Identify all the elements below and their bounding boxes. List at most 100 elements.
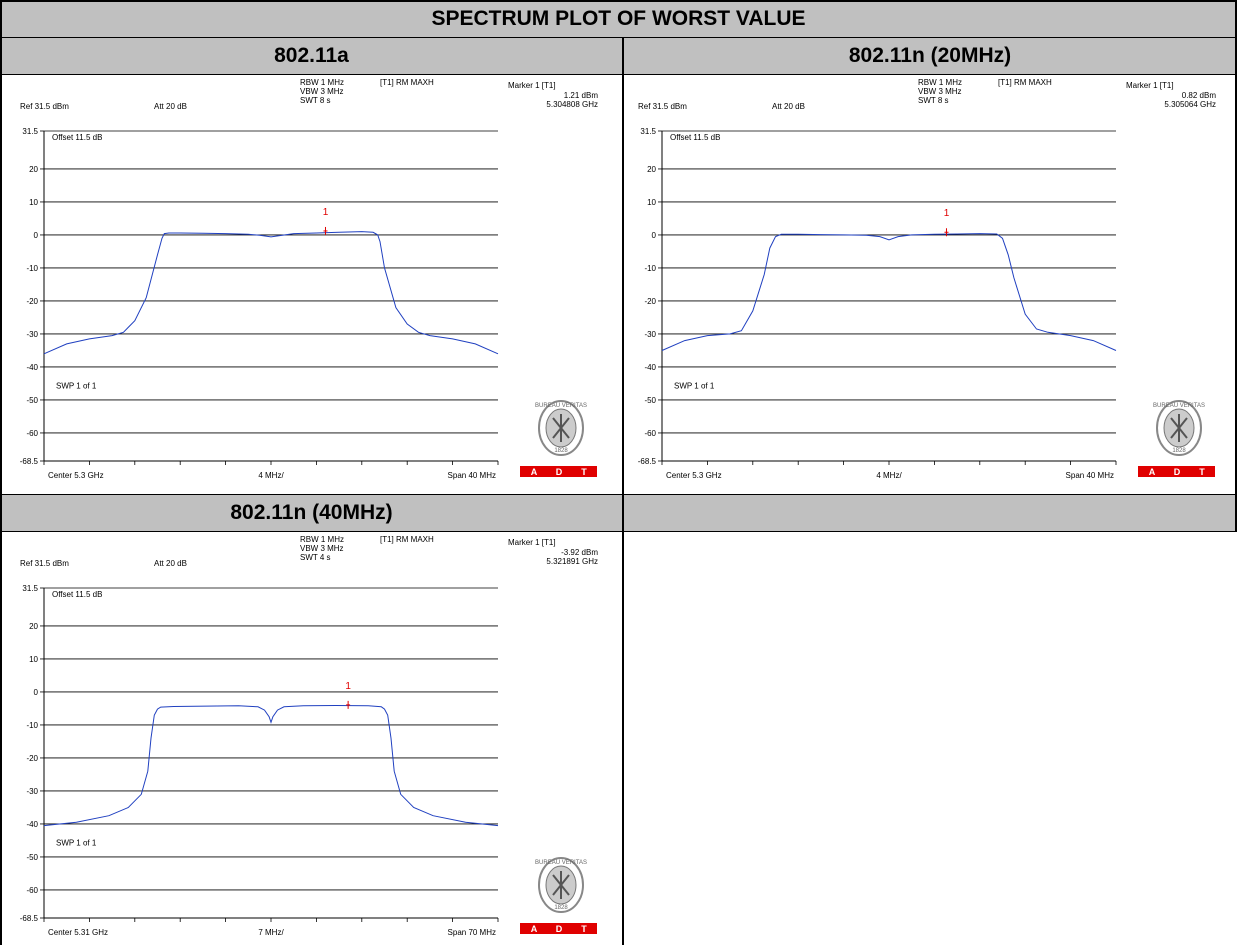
marker-id: 1: [944, 208, 950, 219]
adt-badge-bg: [1138, 466, 1215, 477]
logo-figure-icon: [552, 871, 570, 899]
sweep-count: SWP 1 of 1: [56, 838, 97, 847]
logo-ring-text: BUREAU VERITAS: [1153, 403, 1205, 409]
center-frequency: Center 5.3 GHz: [48, 471, 104, 480]
marker-label: Marker 1 [T1]: [508, 538, 556, 547]
empty-header-cell: [623, 495, 1237, 531]
marker-id: 1: [323, 207, 329, 218]
vbw-setting: VBW 3 MHz: [918, 87, 962, 96]
y-tick-label: -20: [644, 297, 656, 306]
chart-title-802-11n-40mhz: 802.11n (40MHz): [0, 495, 623, 531]
rbw-setting: RBW 1 MHz: [918, 78, 962, 87]
attenuation-setting: Att 20 dB: [772, 102, 805, 111]
y-tick-label: -60: [26, 886, 38, 895]
marker-frequency: 5.305064 GHz: [1164, 100, 1216, 109]
y-tick-label: -68.5: [20, 457, 39, 466]
y-tick-label: -30: [644, 330, 656, 339]
plot-cell-802-11a: 31.5 20 10 0 -10 -20 -30 -40 -50 -60 -68.5 RBW 1 MH…: [8, 76, 620, 488]
y-tick-label: -20: [26, 754, 38, 763]
frequency-division: 4 MHz/: [258, 471, 284, 480]
center-frequency: Center 5.3 GHz: [666, 471, 722, 480]
adt-badge-letter: T: [581, 467, 587, 477]
y-tick-label: -10: [26, 264, 38, 273]
adt-badge-letter: T: [581, 924, 587, 934]
y-tick-label: -60: [644, 429, 656, 438]
page-title: SPECTRUM PLOT OF WORST VALUE: [0, 0, 1237, 38]
trace-mode-setting: [T1] RM MAXH: [998, 78, 1052, 87]
span-setting: Span 70 MHz: [448, 928, 496, 937]
span-setting: Span 40 MHz: [1066, 471, 1114, 480]
reference-level: Ref 31.5 dBm: [20, 559, 69, 568]
marker-frequency: 5.321891 GHz: [546, 557, 598, 566]
y-tick-label: -40: [644, 363, 656, 372]
table-border-right: [1235, 0, 1237, 532]
y-tick-label: 20: [29, 165, 38, 174]
sweep-count: SWP 1 of 1: [674, 381, 715, 390]
y-tick-label: -40: [26, 363, 38, 372]
y-tick-label: -50: [644, 396, 656, 405]
marker-id: 1: [345, 681, 351, 692]
table-border: [0, 37, 1237, 38]
y-tick-label: -68.5: [20, 914, 39, 923]
table-border: [0, 531, 1237, 532]
y-tick-label: 0: [34, 688, 39, 697]
reference-level: Ref 31.5 dBm: [20, 102, 69, 111]
marker-level: 1.21 dBm: [564, 91, 599, 100]
spectrum-trace: [43, 231, 499, 355]
adt-badge-letter: A: [531, 467, 538, 477]
trace-mode-setting: [T1] RM MAXH: [380, 78, 434, 87]
y-tick-label: 31.5: [640, 127, 656, 136]
offset-setting: Offset 11.5 dB: [52, 590, 102, 599]
marker-label: Marker 1 [T1]: [508, 81, 556, 90]
y-tick-label: 10: [29, 655, 38, 664]
swt-setting: SWT 4 s: [300, 553, 331, 562]
attenuation-setting: Att 20 dB: [154, 559, 187, 568]
span-setting: Span 40 MHz: [448, 471, 496, 480]
bureau-veritas-logo: 1828 BUREAU VERITAS: [535, 857, 587, 913]
reference-level: Ref 31.5 dBm: [638, 102, 687, 111]
swt-setting: SWT 8 s: [918, 96, 949, 105]
spectrum-plot-802-11n-40mhz: 31.5 20 10 0 -10 -20 -30 -40 -50 -60 -68.5 RBW 1 MH…: [20, 535, 599, 937]
y-tick-label: -68.5: [638, 457, 657, 466]
center-frequency: Center 5.31 GHz: [48, 928, 108, 937]
table-border-left: [0, 0, 2, 945]
y-tick-label: -50: [26, 396, 38, 405]
spectrum-trace: [661, 233, 1117, 351]
adt-badge-letter: A: [531, 924, 538, 934]
marker-label: Marker 1 [T1]: [1126, 81, 1174, 90]
y-tick-label: 31.5: [22, 584, 38, 593]
chart-title-802-11n-20mhz: 802.11n (20MHz): [623, 38, 1237, 74]
adt-badge-letter: D: [556, 467, 563, 477]
logo-ring-text: BUREAU VERITAS: [535, 403, 587, 409]
spectrum-trace: [43, 704, 499, 827]
y-tick-label: -20: [26, 297, 38, 306]
frequency-division: 7 MHz/: [258, 928, 284, 937]
adt-badge-letter: A: [1149, 467, 1156, 477]
y-tick-label: -60: [26, 429, 38, 438]
sweep-count: SWP 1 of 1: [56, 381, 97, 390]
y-tick-label: -30: [26, 330, 38, 339]
rbw-setting: RBW 1 MHz: [300, 78, 344, 87]
y-tick-label: -10: [644, 264, 656, 273]
y-tick-label: 31.5: [22, 127, 38, 136]
rbw-setting: RBW 1 MHz: [300, 535, 344, 544]
adt-badge-bg: [520, 923, 597, 934]
logo-figure-icon: [1170, 414, 1188, 442]
y-tick-label: -30: [26, 787, 38, 796]
logo-year: 1828: [554, 905, 568, 911]
logo-year: 1828: [554, 448, 568, 454]
y-tick-label: -50: [26, 853, 38, 862]
marker-frequency: 5.304808 GHz: [546, 100, 598, 109]
marker-level: 0.82 dBm: [1182, 91, 1217, 100]
trace-mode-setting: [T1] RM MAXH: [380, 535, 434, 544]
bureau-veritas-logo: 1828 BUREAU VERITAS: [1153, 400, 1205, 456]
vbw-setting: VBW 3 MHz: [300, 87, 344, 96]
y-tick-label: 0: [652, 231, 657, 240]
y-tick-label: 20: [29, 622, 38, 631]
y-tick-label: 0: [34, 231, 39, 240]
logo-ring-text: BUREAU VERITAS: [535, 860, 587, 866]
offset-setting: Offset 11.5 dB: [670, 133, 720, 142]
